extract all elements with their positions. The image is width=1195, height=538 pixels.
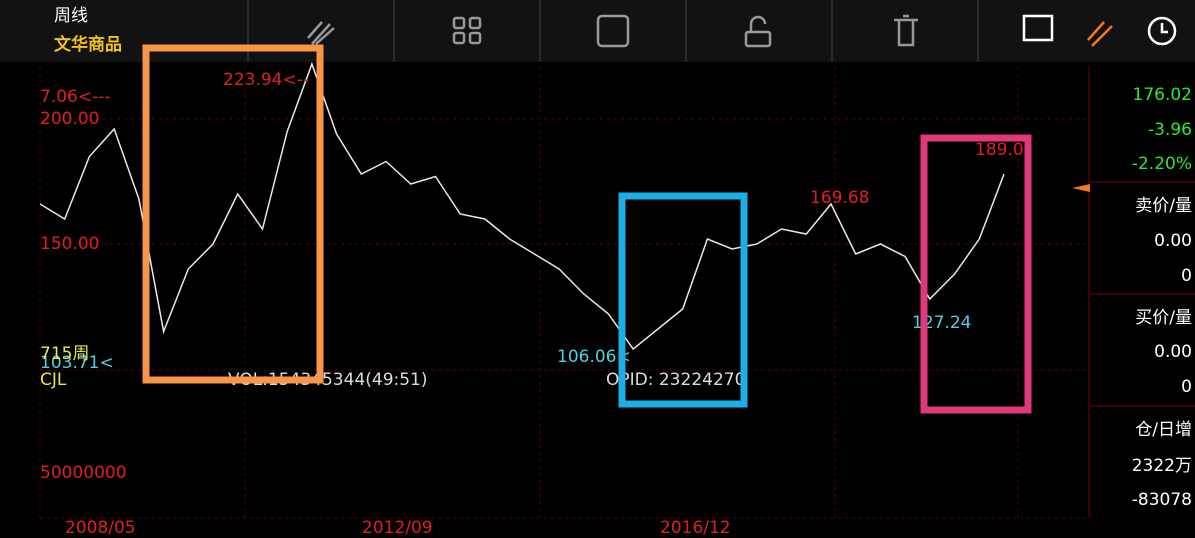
date-label: 2012/09 bbox=[362, 518, 433, 538]
annotation: 223.94<-- bbox=[223, 70, 309, 90]
volume-level: 50000000 bbox=[40, 463, 127, 483]
lock-icon[interactable] bbox=[744, 30, 772, 48]
highlight-box bbox=[920, 134, 1032, 414]
date-label: 2016/12 bbox=[660, 518, 731, 538]
ask-vol: 0 bbox=[1181, 266, 1192, 286]
ask-price: 0.00 bbox=[1154, 231, 1192, 251]
price-line bbox=[39, 61, 1005, 351]
highlight-box bbox=[142, 44, 324, 384]
annotation: 189.0 bbox=[975, 140, 1024, 160]
last-price: 176.02 bbox=[1133, 85, 1192, 105]
highlight-box bbox=[618, 192, 748, 408]
annotation: 103.71< bbox=[40, 353, 114, 373]
bid-label: 买价/量 bbox=[1135, 308, 1192, 328]
price-pointer bbox=[1072, 184, 1090, 192]
lock-screen-icon[interactable] bbox=[1022, 14, 1054, 42]
bid-vol: 0 bbox=[1181, 377, 1192, 397]
oi-change: -83078 bbox=[1132, 490, 1192, 510]
open-interest: 2322万 bbox=[1132, 456, 1192, 476]
annotation: 7.06<--- bbox=[40, 87, 111, 107]
ask-label: 卖价/量 bbox=[1135, 196, 1192, 216]
name[interactable]: 文华商品 bbox=[54, 34, 122, 55]
oi-label: 仓/日增 bbox=[1135, 420, 1192, 440]
clock-icon[interactable] bbox=[1147, 16, 1177, 46]
indicator: CJL bbox=[40, 370, 67, 390]
delete-icon[interactable] bbox=[894, 14, 918, 47]
settings-icon[interactable] bbox=[596, 14, 630, 48]
period-count: 715周 bbox=[40, 344, 89, 364]
date-label: 2008/05 bbox=[65, 518, 136, 538]
y-tick-label: 150.00 bbox=[40, 234, 99, 254]
line-icon[interactable] bbox=[1087, 21, 1113, 47]
change: -3.96 bbox=[1148, 120, 1192, 140]
grid-icon[interactable] bbox=[452, 16, 466, 30]
vol-label: VOL:154345344(49:51) bbox=[228, 370, 428, 390]
change-pct: -2.20% bbox=[1132, 154, 1192, 174]
period: 周线 bbox=[54, 6, 88, 26]
dotted-grid bbox=[39, 67, 1088, 519]
y-tick-label: 200.00 bbox=[40, 109, 99, 129]
annotation: 106.06< bbox=[557, 347, 631, 367]
price-chart: 200.00 150.00 bbox=[39, 61, 1088, 351]
opid-label: OPID: 23224270 bbox=[606, 370, 745, 390]
draw-icon[interactable] bbox=[307, 21, 335, 45]
bid-price: 0.00 bbox=[1154, 342, 1192, 362]
toolbar-dividers bbox=[247, 0, 979, 62]
annotation: 169.68 bbox=[810, 188, 869, 208]
